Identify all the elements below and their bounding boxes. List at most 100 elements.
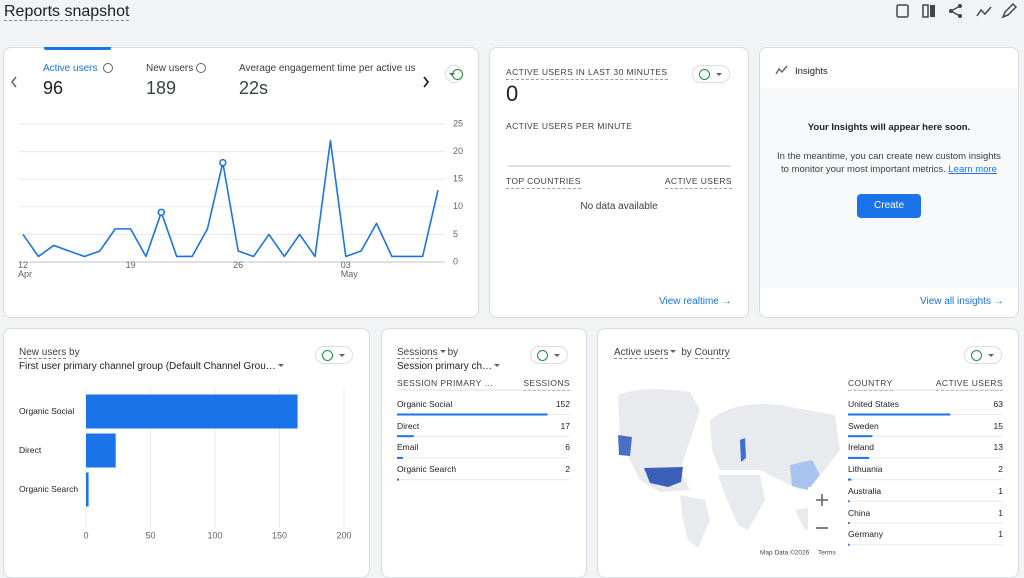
insights-heading: Your Insights will appear here soon.: [807, 122, 971, 133]
dimension[interactable]: Country: [694, 347, 730, 359]
row-label: United States: [848, 399, 900, 409]
help-icon[interactable]: [196, 63, 206, 73]
metric[interactable]: Sessions: [397, 347, 438, 359]
x-tick-label-line: 19: [126, 260, 136, 270]
row-label: China: [848, 507, 871, 518]
y-tick-label: Organic Search: [19, 484, 78, 494]
status-dropdown[interactable]: [692, 65, 730, 83]
row-bar: [848, 543, 850, 546]
metric[interactable]: Active users: [614, 347, 669, 359]
create-button[interactable]: Create: [857, 194, 921, 218]
north-america: [618, 389, 700, 492]
row-label: Australia: [848, 485, 882, 496]
status-dropdown[interactable]: [315, 346, 353, 364]
insights-icon: [775, 65, 788, 75]
tab-label[interactable]: Average engagement time per active us: [239, 63, 415, 74]
insights-text: In the meantime, you can create new cust…: [777, 151, 1001, 162]
row-value: 152: [555, 399, 570, 409]
row-value: 6: [565, 442, 570, 453]
link-text[interactable]: View all insights: [920, 296, 991, 307]
realtime-title: ACTIVE USERS IN LAST 30 MINUTES: [506, 66, 668, 80]
compare-icon-part[interactable]: [930, 5, 935, 17]
page-title: Reports snapshot: [4, 2, 130, 22]
y-tick-label: 5: [453, 229, 458, 239]
zoom-in[interactable]: [816, 494, 828, 506]
x-tick-label: 100: [207, 530, 222, 540]
row-bar: [397, 478, 399, 481]
y-tick-label: 10: [453, 201, 463, 211]
status-dropdown[interactable]: [530, 346, 568, 364]
insights-body: [760, 88, 1018, 288]
status-dropdown[interactable]: [964, 346, 1002, 364]
x-tick-label: 19: [126, 260, 136, 270]
metric[interactable]: New users: [19, 347, 67, 359]
page-title-text: Reports snapshot: [4, 3, 130, 21]
view-insights-link[interactable]: View all insights →: [920, 296, 1004, 307]
y-tick-label: 0: [453, 256, 458, 266]
row-value: 2: [565, 464, 570, 475]
bar: [86, 433, 116, 468]
by-label: by: [447, 347, 459, 358]
learn-more-link[interactable]: Learn more: [948, 164, 997, 175]
row-bar: [848, 435, 873, 438]
sweden-shape: [740, 438, 746, 462]
line: [22, 139, 439, 258]
x-tick-label: 50: [145, 530, 155, 540]
insights-text-part: to monitor your most important metrics.: [781, 164, 946, 175]
insights-icon[interactable]: [976, 6, 992, 17]
x-tick-label: 150: [272, 530, 287, 540]
x-tick-label: 03 May: [341, 260, 359, 279]
per-minute-label: ACTIVE USERS PER MINUTE: [506, 121, 633, 131]
row-bar: [848, 522, 850, 524]
south-america: [680, 495, 710, 548]
overview-card: [3, 47, 479, 318]
dropdown-arrow[interactable]: [494, 364, 501, 370]
help-icon[interactable]: [103, 63, 113, 73]
insights-card: [759, 47, 1019, 318]
x-tick-label-line: Apr: [18, 269, 32, 279]
row-value: 1: [998, 507, 1003, 518]
row-label: Organic Social: [397, 399, 453, 409]
tab-label[interactable]: Active users: [43, 63, 98, 74]
map-terms[interactable]: Terms: [818, 550, 836, 557]
dropdown-arrow[interactable]: [439, 350, 446, 356]
dimension[interactable]: Session primary ch…: [397, 361, 493, 372]
map-attribution: Map Data ©2026: [760, 549, 810, 557]
dimension[interactable]: First user primary channel group (Defaul…: [19, 361, 276, 372]
realtime-card: [489, 47, 749, 318]
row-bar: [397, 413, 548, 416]
row-value: 63: [993, 399, 1003, 409]
row-bar: [397, 456, 403, 459]
row-label: Sweden: [848, 420, 879, 431]
share-icon-lines[interactable]: [950, 5, 961, 17]
row-label: Germany: [848, 529, 883, 540]
toolbar-icons[interactable]: [890, 2, 1020, 22]
dimension-selector[interactable]: Session primary ch…: [397, 361, 502, 373]
column-header: SESSION PRIMARY …: [397, 378, 494, 388]
tab-value: 96: [43, 78, 64, 98]
link-text[interactable]: View realtime: [659, 296, 719, 307]
customize-icon[interactable]: [1001, 2, 1018, 19]
row-bar: [397, 435, 414, 438]
row-label: Direct: [397, 420, 420, 431]
empty-message: No data available: [580, 201, 658, 212]
row-bar: [848, 456, 870, 459]
edit-icon[interactable]: [896, 4, 909, 18]
status-check[interactable]: [445, 65, 463, 83]
dropdown-arrow[interactable]: [277, 364, 284, 370]
dropdown-arrow[interactable]: [670, 350, 677, 356]
by-label: by: [69, 347, 80, 358]
tab-label[interactable]: New users: [146, 63, 194, 74]
row-label: Lithuania: [848, 464, 883, 475]
compare-icon[interactable]: [922, 4, 929, 18]
view-realtime-link[interactable]: View realtime →: [659, 296, 732, 307]
dimension-selector[interactable]: First user primary channel group (Defaul…: [19, 361, 286, 373]
row-bar: [848, 413, 951, 416]
next-chevron[interactable]: [423, 76, 430, 88]
row-value: 13: [993, 442, 1003, 453]
row-label: Organic Search: [397, 464, 457, 475]
prev-chevron[interactable]: [11, 76, 17, 88]
row-value: 1: [998, 485, 1003, 496]
